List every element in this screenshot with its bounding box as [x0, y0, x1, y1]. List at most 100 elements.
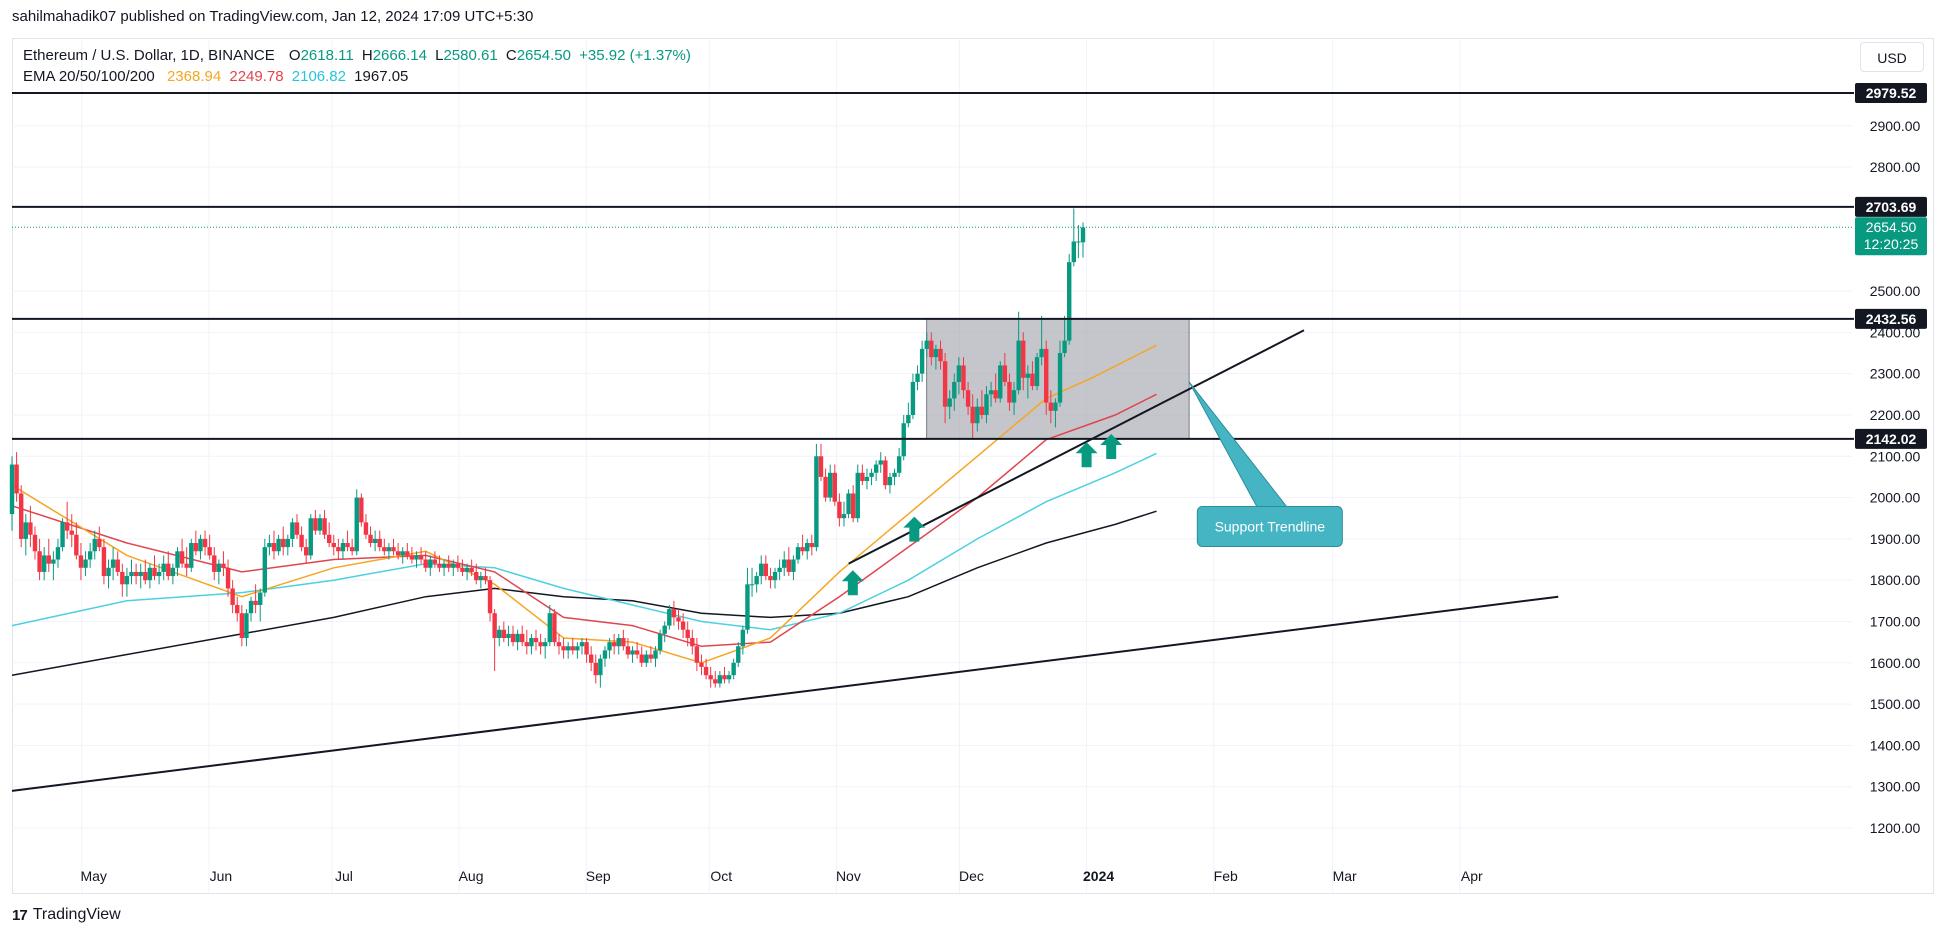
- countdown-label: 12:20:25: [1864, 236, 1919, 252]
- candle-body: [1071, 241, 1077, 263]
- candle-body: [906, 414, 911, 424]
- candle-body: [639, 654, 644, 663]
- candle-body: [855, 472, 860, 519]
- candle-body: [92, 538, 97, 552]
- publisher-line: sahilmahadik07 published on TradingView.…: [12, 8, 534, 25]
- candle-body: [193, 543, 199, 552]
- candle-body: [1030, 373, 1035, 387]
- candle-body: [41, 555, 47, 572]
- candle-body: [391, 547, 396, 552]
- candle-body: [524, 642, 530, 647]
- candle-body: [736, 646, 741, 663]
- currency-button[interactable]: USD: [1860, 42, 1924, 72]
- candle-body: [60, 522, 65, 548]
- candle-body: [593, 662, 598, 676]
- y-tick-label: 2100.00: [1870, 448, 1921, 464]
- candle-body: [161, 563, 166, 572]
- candle-body: [791, 559, 796, 572]
- candle-body: [846, 493, 851, 515]
- candle-body: [253, 600, 258, 605]
- candle-body: [1057, 353, 1063, 403]
- current-price-label: 2654.50: [1866, 219, 1917, 235]
- candle-body: [83, 559, 88, 568]
- candle-body: [763, 563, 769, 577]
- candle-body: [258, 592, 263, 605]
- candle-body: [896, 456, 902, 473]
- candle-body: [547, 613, 552, 643]
- candle-body: [64, 522, 70, 531]
- candle-body: [212, 555, 217, 572]
- ema200-line: [11, 510, 1157, 676]
- candle-body: [235, 604, 240, 614]
- candle-body: [782, 559, 787, 568]
- support-arrow-icon: [1075, 442, 1098, 468]
- y-tick-label: 1600.00: [1870, 655, 1921, 671]
- candle-body: [869, 472, 874, 477]
- candle-body: [133, 571, 139, 577]
- candle-body: [395, 551, 401, 556]
- candle-body: [368, 534, 373, 544]
- candle-body: [740, 629, 746, 647]
- current-price-tag: [1855, 217, 1927, 256]
- candle-body: [55, 547, 61, 560]
- candle-body: [726, 675, 732, 680]
- x-tick-label: May: [80, 868, 106, 884]
- candle-body: [359, 497, 364, 523]
- support-arrow-icon: [1100, 434, 1123, 460]
- candle-body: [497, 629, 502, 639]
- candle-body: [942, 361, 948, 407]
- candles: [9, 208, 1086, 688]
- candle-body: [998, 365, 1003, 399]
- support-arrow-icon: [841, 570, 864, 596]
- candle-body: [818, 456, 824, 477]
- candle-body: [607, 642, 612, 651]
- candle-body: [809, 543, 814, 548]
- candle-body: [933, 348, 939, 358]
- candle-body: [965, 390, 971, 407]
- ema20-line: [11, 344, 1157, 664]
- candle-body: [975, 406, 980, 424]
- candle-body: [1011, 390, 1017, 403]
- trendlines: [11, 329, 1559, 792]
- legend-high-key: H: [361, 47, 373, 64]
- y-tick-label: 1300.00: [1870, 779, 1921, 795]
- ema50-line: [11, 393, 1157, 648]
- candle-body: [510, 633, 516, 643]
- candle-body: [110, 559, 116, 568]
- grid: [12, 38, 1852, 893]
- y-tick-label: 2000.00: [1870, 490, 1921, 506]
- candle-body: [814, 456, 819, 548]
- candle-body: [570, 646, 575, 651]
- legend-ema-label: EMA 20/50/100/200: [23, 68, 155, 85]
- x-tick-label: Feb: [1214, 868, 1238, 884]
- legend-open-key: O: [288, 47, 301, 64]
- candle-body: [929, 340, 934, 358]
- candle-body: [657, 633, 663, 651]
- candle-body: [129, 571, 134, 577]
- candle-body: [938, 348, 943, 362]
- candle-body: [919, 348, 925, 374]
- candle-body: [1016, 340, 1021, 391]
- candle-body: [956, 365, 962, 382]
- candle-body: [267, 543, 272, 548]
- candle-body: [984, 394, 989, 415]
- candle-body: [363, 522, 369, 535]
- candle-body: [805, 543, 810, 552]
- legend-change: +35.92 (+1.37%): [579, 47, 691, 64]
- candle-body: [400, 551, 405, 556]
- candle-body: [690, 638, 695, 647]
- candle-body: [303, 547, 309, 556]
- candle-body: [290, 522, 295, 539]
- candle-body: [749, 584, 755, 586]
- candle-body: [18, 493, 24, 539]
- candle-body: [492, 613, 497, 639]
- candle-body: [947, 398, 952, 407]
- candle-body: [515, 633, 520, 643]
- candle-body: [299, 534, 304, 548]
- y-tick-label: 1700.00: [1870, 613, 1921, 629]
- candle-body: [230, 588, 235, 605]
- candle-body: [460, 567, 465, 572]
- candle-body: [685, 629, 690, 639]
- candle-body: [138, 571, 143, 577]
- candle-body: [1002, 365, 1008, 382]
